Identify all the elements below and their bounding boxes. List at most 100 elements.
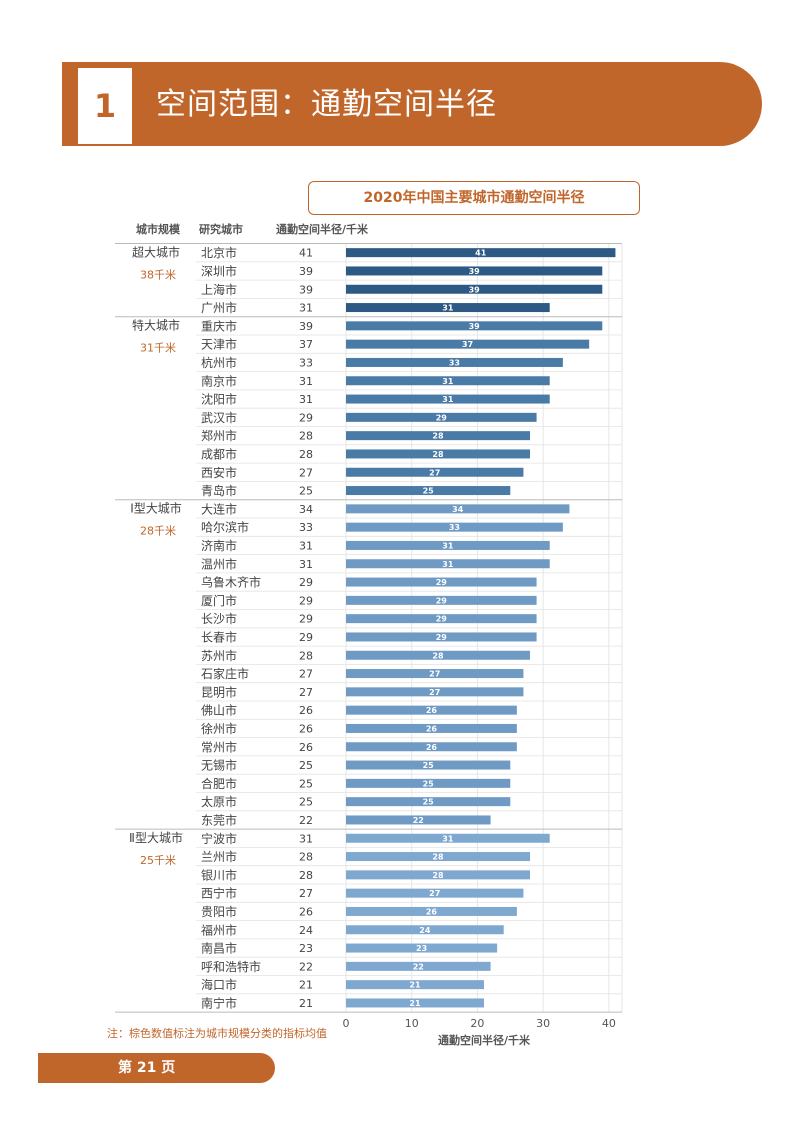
group-name: Ⅰ型大城市 <box>130 501 182 516</box>
x-tick-label: 30 <box>536 1017 550 1030</box>
city-name: 无锡市 <box>201 758 237 773</box>
bar-data-label: 24 <box>419 926 431 935</box>
bar <box>346 431 530 441</box>
section-number-box <box>78 68 132 144</box>
city-name: 上海市 <box>201 282 237 297</box>
value-label: 29 <box>299 613 313 626</box>
bar <box>346 284 603 294</box>
city-name: 武汉市 <box>201 410 237 425</box>
bar-data-label: 25 <box>423 798 435 807</box>
bar-data-label: 27 <box>429 889 440 898</box>
value-label: 31 <box>299 302 313 315</box>
bar <box>346 833 550 843</box>
value-label: 31 <box>299 375 313 388</box>
bar-data-label: 29 <box>436 596 448 605</box>
city-name: 济南市 <box>201 538 237 553</box>
value-label: 31 <box>299 539 313 552</box>
value-label: 22 <box>299 960 313 973</box>
city-name: 海口市 <box>201 977 237 992</box>
bar-data-label: 26 <box>426 907 438 916</box>
city-name: 佛山市 <box>201 703 237 718</box>
city-name: 乌鲁木齐市 <box>201 575 261 590</box>
bar-data-label: 22 <box>413 816 424 825</box>
group-name: 特大城市 <box>132 318 180 333</box>
section-banner <box>62 62 762 146</box>
bar-data-label: 34 <box>452 505 464 514</box>
bar <box>346 906 517 916</box>
value-label: 28 <box>299 430 313 443</box>
bar <box>346 632 537 642</box>
value-label: 27 <box>299 887 313 900</box>
city-name: 北京市 <box>201 245 237 260</box>
bar-data-label: 29 <box>436 413 448 422</box>
value-label: 28 <box>299 869 313 882</box>
bar <box>346 486 511 496</box>
bar-data-label: 33 <box>449 358 460 367</box>
bar-data-label: 37 <box>462 340 473 349</box>
bar-data-label: 25 <box>423 779 435 788</box>
bar <box>346 266 603 276</box>
value-label: 41 <box>299 247 313 260</box>
bar <box>346 577 537 587</box>
group-mean-label: 25千米 <box>140 854 176 867</box>
bar <box>346 961 491 971</box>
bar-data-label: 27 <box>429 468 440 477</box>
city-name: 西安市 <box>201 465 237 480</box>
value-label: 26 <box>299 741 313 754</box>
value-label: 31 <box>299 393 313 406</box>
value-label: 25 <box>299 777 313 790</box>
bar <box>346 303 550 313</box>
value-label: 39 <box>299 283 313 296</box>
value-label: 31 <box>299 832 313 845</box>
bar <box>346 339 590 349</box>
city-name: 徐州市 <box>201 721 237 736</box>
bar-data-label: 26 <box>426 706 438 715</box>
city-name: 郑州市 <box>201 428 237 443</box>
city-name: 大连市 <box>201 501 237 516</box>
column-header: 城市规模 <box>136 222 181 236</box>
x-tick-label: 40 <box>602 1017 616 1030</box>
value-label: 26 <box>299 722 313 735</box>
bar <box>346 449 530 459</box>
bar <box>346 394 550 404</box>
city-name: 温州市 <box>201 556 237 571</box>
bar <box>346 797 511 807</box>
bar-data-label: 31 <box>442 304 454 313</box>
bar-data-label: 28 <box>432 853 444 862</box>
bar <box>346 888 524 898</box>
city-name: 银川市 <box>201 867 237 882</box>
city-name: 厦门市 <box>201 593 237 608</box>
bar <box>346 723 517 733</box>
group-mean-label: 38千米 <box>140 269 176 282</box>
group-name: Ⅱ型大城市 <box>129 830 183 845</box>
bar-data-label: 29 <box>436 578 448 587</box>
city-name: 成都市 <box>201 446 237 461</box>
bar <box>346 705 517 715</box>
city-name: 重庆市 <box>201 318 237 333</box>
bar <box>346 522 563 532</box>
bar-data-label: 25 <box>423 487 435 496</box>
bar <box>346 669 524 679</box>
bar <box>346 943 498 953</box>
chart-title: 2020年中国主要城市通勤空间半径 <box>308 181 640 215</box>
city-name: 长沙市 <box>201 611 237 626</box>
value-label: 29 <box>299 411 313 424</box>
value-label: 27 <box>299 668 313 681</box>
bar-data-label: 26 <box>426 743 438 752</box>
bar <box>346 687 524 697</box>
value-label: 26 <box>299 704 313 717</box>
value-label: 26 <box>299 905 313 918</box>
bar <box>346 467 524 477</box>
bar <box>346 595 537 605</box>
bar <box>346 412 537 422</box>
city-name: 常州市 <box>201 739 237 754</box>
bar <box>346 925 504 935</box>
bar-data-label: 39 <box>469 267 481 276</box>
group-name: 超大城市 <box>132 245 180 260</box>
city-name: 哈尔滨市 <box>201 520 249 535</box>
group-mean-label: 28千米 <box>140 525 176 538</box>
bar <box>346 248 616 258</box>
value-label: 29 <box>299 594 313 607</box>
value-label: 29 <box>299 631 313 644</box>
